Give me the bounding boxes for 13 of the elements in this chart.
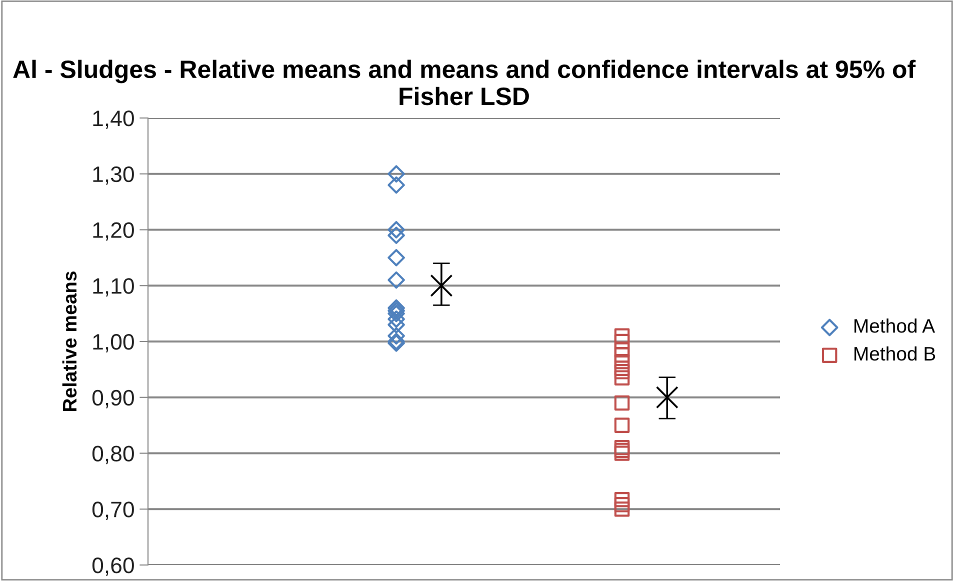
legend-label: Method A xyxy=(854,318,936,333)
legend-label: Method B xyxy=(854,346,936,361)
y-tick-label: 0,80 xyxy=(92,446,134,464)
y-tick-label: 1,10 xyxy=(93,278,134,297)
y-axis-title: Relative means xyxy=(62,272,77,411)
y-tick-label: 1,30 xyxy=(93,166,134,185)
chart-title: Al - Sludges - Relative means and means and confidence intervals at 95% of Fisher LSD xyxy=(13,60,916,106)
y-tick-label: 0,70 xyxy=(92,502,134,520)
y-tick-label: 0,90 xyxy=(92,390,134,408)
y-tick-label: 0,60 xyxy=(92,558,134,576)
y-tick-label: 1,00 xyxy=(93,334,134,352)
y-tick-label: 1,40 xyxy=(93,110,134,129)
y-tick-label: 1,20 xyxy=(93,222,134,241)
